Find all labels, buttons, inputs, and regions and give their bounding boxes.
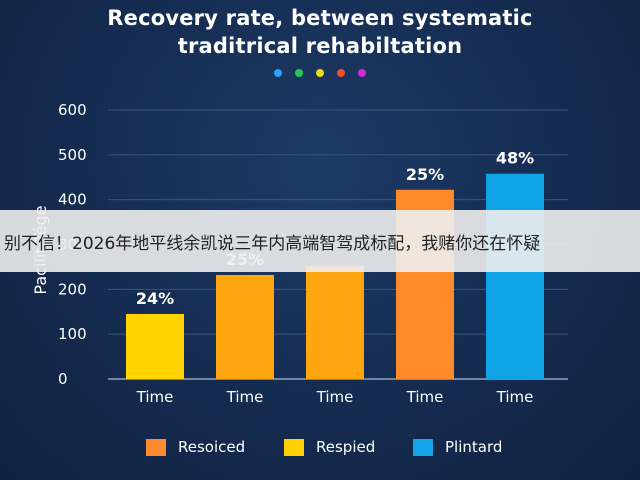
chart-title-line1: Recovery rate, between systematic xyxy=(107,6,533,30)
legend-label: Plintard xyxy=(445,438,503,456)
data-label: 25% xyxy=(406,165,444,184)
palette-dot xyxy=(295,69,303,77)
legend-item: Respied xyxy=(284,437,375,457)
overlay-banner-text: 别不信！2026年地平线余凯说三年内高端智驾成标配，我赌你还在怀疑 xyxy=(4,233,541,254)
y-axis-ticks: 0100200300400500600 xyxy=(58,101,87,388)
x-tick-label: Time xyxy=(496,388,534,406)
legend-swatch xyxy=(413,438,433,456)
chart-title-line2: traditrical rehabiltation xyxy=(177,34,463,58)
bar xyxy=(126,313,184,379)
y-tick-label: 600 xyxy=(58,101,87,119)
legend-label: Respied xyxy=(316,438,376,456)
palette-dot xyxy=(337,69,345,77)
y-tick-label: 500 xyxy=(58,146,87,164)
bar xyxy=(486,173,544,379)
legend-swatch xyxy=(146,438,166,456)
y-tick-label: 400 xyxy=(58,191,87,209)
legend-label: Resoiced xyxy=(178,438,246,456)
x-tick-label: Time xyxy=(136,388,174,406)
x-axis-ticks: Time Time Time Time Time xyxy=(136,388,534,406)
legend-item: Plintard xyxy=(413,437,502,457)
y-tick-label: 0 xyxy=(58,370,68,388)
x-tick-label: Time xyxy=(226,388,264,406)
bar xyxy=(306,266,364,379)
legend-item: Resoiced xyxy=(146,437,245,457)
legend: Resoiced Respied Plintard xyxy=(0,437,640,457)
x-tick-label: Time xyxy=(406,388,444,406)
data-label: 48% xyxy=(496,149,534,168)
x-tick-label: Time xyxy=(316,388,354,406)
y-tick-label: 200 xyxy=(58,280,87,298)
bars xyxy=(126,173,544,379)
overlay-banner: 别不信！2026年地平线余凯说三年内高端智驾成标配，我赌你还在怀疑 xyxy=(0,210,640,272)
data-label: 24% xyxy=(136,289,174,308)
y-tick-label: 100 xyxy=(58,325,87,343)
bar xyxy=(216,274,274,379)
palette-dot xyxy=(358,69,366,77)
legend-swatch xyxy=(284,438,304,456)
palette-dot xyxy=(274,69,282,77)
palette-dot xyxy=(316,69,324,77)
